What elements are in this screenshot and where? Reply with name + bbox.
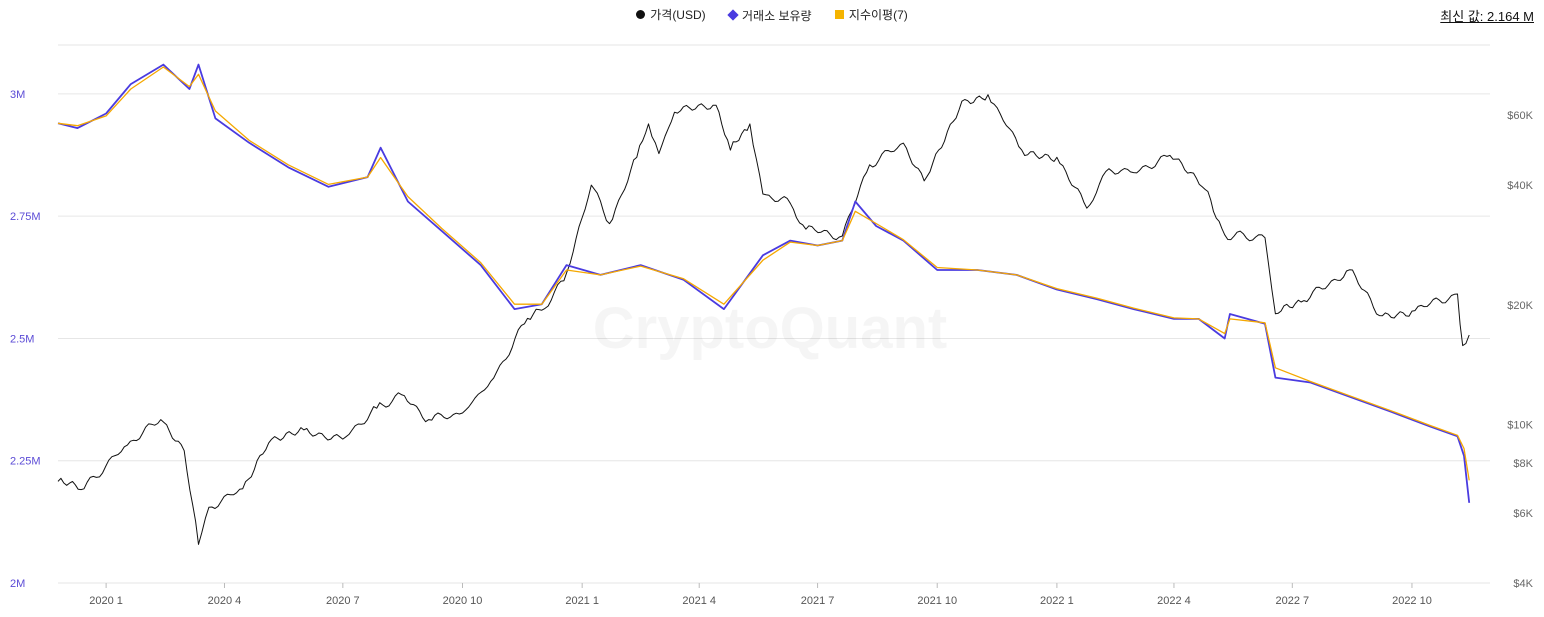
right-tick-label: $60K <box>1507 110 1533 122</box>
x-tick-label: 2021 7 <box>801 595 835 607</box>
x-tick-label: 2022 4 <box>1157 595 1191 607</box>
ema-line <box>57 66 1470 481</box>
legend-label-ema: 지수이평(7) <box>848 8 908 22</box>
right-axis: $4K $6K $8K $10K $20K $40K $60K <box>1507 110 1533 590</box>
x-tick-label: 2020 10 <box>443 595 483 607</box>
right-tick-label: $10K <box>1507 420 1533 432</box>
right-tick-label: $8K <box>1513 458 1533 470</box>
circle-marker-icon <box>636 10 646 19</box>
x-tick-label: 2021 10 <box>917 595 957 607</box>
latest-value: 최신 값: 2.164 M <box>1440 9 1534 24</box>
x-tick-label: 2020 1 <box>89 595 123 607</box>
x-tick-label: 2022 1 <box>1040 595 1074 607</box>
legend-item-ema[interactable]: 지수이평(7) <box>834 6 908 23</box>
price-line <box>57 94 1470 545</box>
right-tick-label: $40K <box>1507 180 1533 192</box>
left-tick-label: 2.75M <box>10 211 41 223</box>
x-tick-label: 2020 4 <box>208 595 242 607</box>
grid-lines <box>58 44 1490 584</box>
left-tick-label: 3M <box>10 89 25 101</box>
left-axis: 2M 2.25M 2.5M 2.75M 3M <box>10 89 41 590</box>
x-tick-label: 2021 1 <box>565 595 599 607</box>
left-tick-label: 2M <box>10 578 25 590</box>
right-tick-label: $4K <box>1513 578 1533 590</box>
x-tick-label: 2020 7 <box>326 595 360 607</box>
legend-item-price[interactable]: 가격(USD) <box>636 6 706 23</box>
left-tick-label: 2.5M <box>10 333 34 345</box>
x-axis: 2020 1 2020 4 2020 7 2020 10 2021 1 2021 4 202… <box>89 583 1432 607</box>
left-tick-label: 2.25M <box>10 456 41 468</box>
x-tick-label: 2022 7 <box>1275 595 1309 607</box>
legend-item-reserve[interactable]: 거래소 보유량 <box>727 7 812 24</box>
right-tick-label: $20K <box>1507 300 1533 312</box>
square-marker-icon <box>834 10 844 19</box>
series-lines <box>57 63 1471 545</box>
legend-label-price: 가격(USD) <box>650 8 706 22</box>
chart-legend: 가격(USD) 거래소 보유량 지수이평(7) <box>0 6 1544 24</box>
right-tick-label: $6K <box>1513 508 1533 520</box>
legend-label-reserve: 거래소 보유량 <box>742 8 812 23</box>
watermark: CryptoQuant <box>593 296 947 361</box>
x-tick-label: 2021 4 <box>682 595 716 607</box>
x-tick-label: 2022 10 <box>1392 595 1432 607</box>
reserve-line <box>57 63 1471 503</box>
